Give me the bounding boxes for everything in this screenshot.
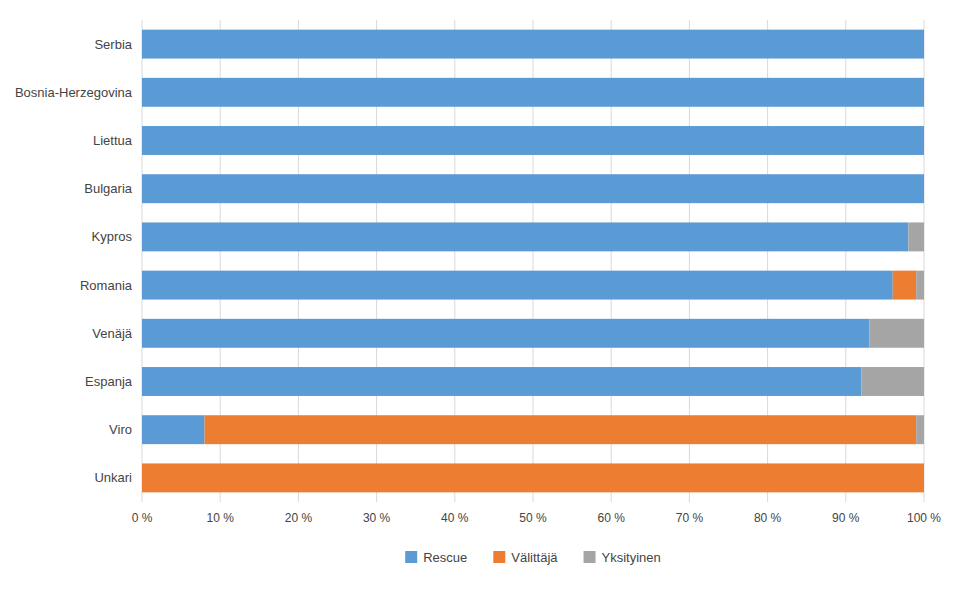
legend-label: Yksityinen: [602, 550, 661, 565]
series: [861, 222, 924, 444]
bar-segment: [142, 271, 893, 300]
legend-swatch: [405, 551, 417, 563]
bar-segment: [142, 30, 924, 59]
bar-segment: [908, 222, 924, 251]
bar-segment: [924, 30, 925, 59]
bar-segment: [142, 174, 924, 203]
bar-segment: [869, 319, 924, 348]
chart-container: 0 % 10 % 20 % 30 % 40 % 50 % 60 % 70 % 80 % 90 % 1…: [0, 0, 960, 597]
series: [142, 271, 924, 493]
bar-segment: [142, 367, 861, 396]
bar-segment: [205, 415, 917, 444]
legend: Rescue Välittäjä Yksityinen: [405, 550, 661, 565]
bar-segment: [924, 174, 925, 203]
x-tick-label: 20 %: [285, 511, 313, 525]
bar-segment: [924, 126, 925, 155]
bar-segment: [142, 222, 908, 251]
bar-segment: [142, 415, 205, 444]
bar-segment: [142, 78, 924, 107]
x-tick-label: 50 %: [519, 511, 547, 525]
bar-segment: [916, 415, 924, 444]
bar-segment: [142, 319, 869, 348]
category-label: Kypros: [92, 229, 133, 244]
grid: [142, 20, 924, 502]
x-tick-label: 30 %: [363, 511, 391, 525]
bar-segment: [861, 367, 924, 396]
chart: 0 % 10 % 20 % 30 % 40 % 50 % 60 % 70 % 80 % 90 % 1…: [0, 0, 960, 597]
category-label: Viro: [109, 422, 132, 437]
bar-segment: [142, 463, 924, 492]
x-axis: 0 % 10 % 20 % 30 % 40 % 50 % 60 % 70 % 80 % 90 % 1…: [132, 511, 942, 525]
bar-segment: [924, 126, 925, 155]
category-label: Liettua: [93, 133, 133, 148]
category-label: Unkari: [94, 470, 132, 485]
bar-segment: [924, 174, 925, 203]
x-tick-label: 0 %: [132, 511, 153, 525]
legend-label: Välittäjä: [511, 550, 558, 565]
bar-segment: [142, 126, 924, 155]
x-tick-label: 70 %: [676, 511, 704, 525]
bar-segment: [924, 463, 925, 492]
x-tick-label: 80 %: [754, 511, 782, 525]
x-tick-label: 90 %: [832, 511, 860, 525]
x-tick-label: 60 %: [598, 511, 626, 525]
bar-segment: [924, 78, 925, 107]
bar-segment: [916, 271, 924, 300]
category-label: Venäjä: [92, 326, 133, 341]
x-tick-label: 100 %: [907, 511, 941, 525]
legend-swatch: [493, 551, 505, 563]
series: [142, 30, 924, 445]
x-tick-label: 10 %: [207, 511, 235, 525]
legend-swatch: [584, 551, 596, 563]
y-axis: Serbia Bosnia-Herzegovina Liettua Bulgaria K…: [15, 37, 133, 486]
category-label: Espanja: [85, 374, 133, 389]
legend-label: Rescue: [423, 550, 467, 565]
category-label: Bulgaria: [84, 181, 132, 196]
x-tick-label: 40 %: [441, 511, 469, 525]
bar-segment: [924, 30, 925, 59]
bar-segment: [924, 78, 925, 107]
bar-segment: [893, 271, 916, 300]
bars: [142, 30, 924, 493]
category-label: Serbia: [94, 37, 132, 52]
category-label: Bosnia-Herzegovina: [15, 85, 133, 100]
category-label: Romania: [80, 278, 133, 293]
